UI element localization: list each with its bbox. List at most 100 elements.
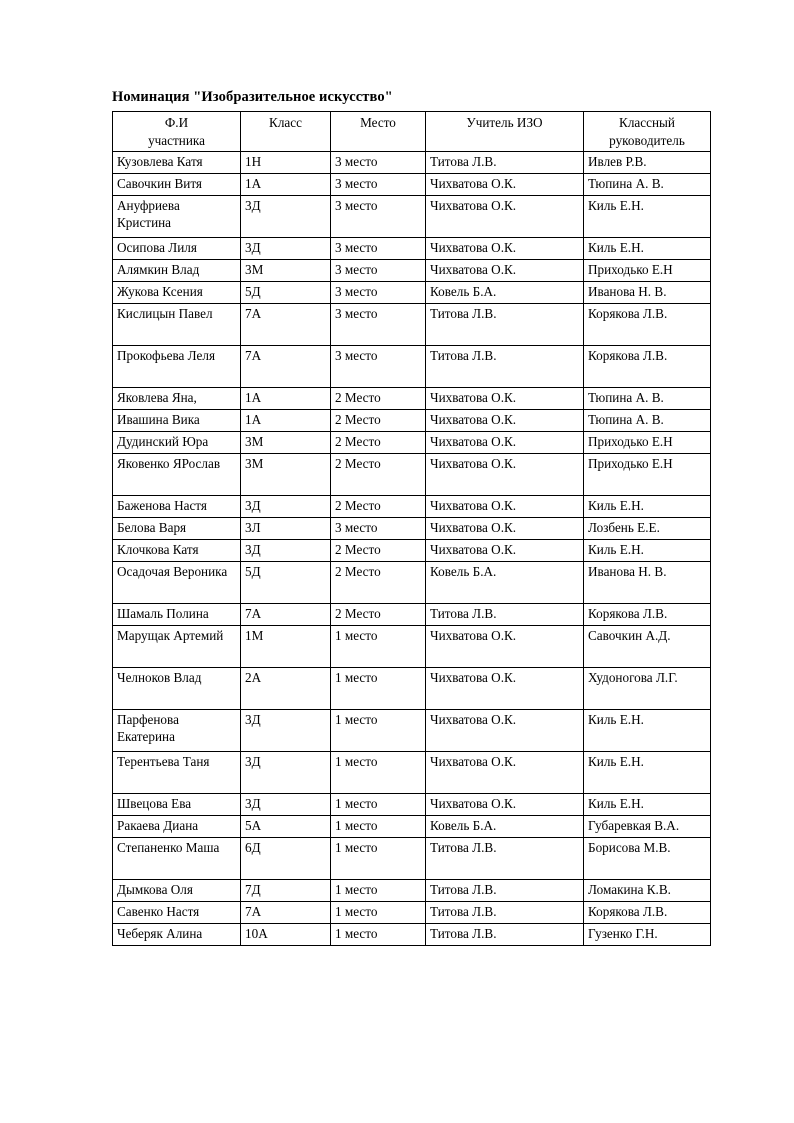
column-header-label: Учитель ИЗО (466, 115, 543, 131)
table-row: Чеберяк Алина 10А 1 место Титова Л.В. Гузенк… (112, 922, 711, 946)
table-body: Кузовлева Катя 1Н 3 место Титова Л.В. Ивлев … (112, 150, 711, 946)
table-row: Клочкова Катя 3Д 2 Место Чихватова О.К. Киль… (112, 538, 711, 562)
cell-izo: Титова Л.В. (425, 302, 584, 346)
table-row: Дымкова Оля 7Д 1 место Титова Л.В. Ломакина … (112, 878, 711, 902)
cell-hr: Киль Е.Н. (583, 750, 711, 794)
cell-izo: Чихватова О.К. (425, 408, 584, 432)
cell-izo: Титова Л.В. (425, 900, 584, 924)
cell-place: 1 место (330, 750, 426, 794)
cell-class: 3Д (240, 236, 331, 260)
cell-izo: Чихватова О.К. (425, 386, 584, 410)
cell-izo: Чихватова О.К. (425, 516, 584, 540)
cell-izo: Титова Л.В. (425, 878, 584, 902)
cell-izo: Чихватова О.К. (425, 430, 584, 454)
cell-hr: Ломакина К.В. (583, 878, 711, 902)
document-body: Номинация "Изобразительное искусство" Ф.… (112, 88, 711, 946)
cell-hr: Лозбень Е.Е. (583, 516, 711, 540)
cell-hr: Тюпина А. В. (583, 172, 711, 196)
cell-name: Марущак Артемий (112, 624, 241, 668)
cell-class: 3Д (240, 538, 331, 562)
cell-name: Шамаль Полина (112, 602, 241, 626)
cell-place: 1 место (330, 666, 426, 710)
cell-name: Жукова Ксения (112, 280, 241, 304)
cell-name: Кузовлева Катя (112, 150, 241, 174)
cell-name: Дудинский Юра (112, 430, 241, 454)
cell-izo: Титова Л.В. (425, 602, 584, 626)
cell-class: 10А (240, 922, 331, 946)
cell-class: 1А (240, 386, 331, 410)
cell-place: 2 Место (330, 452, 426, 496)
cell-hr: Киль Е.Н. (583, 194, 711, 238)
cell-izo: Чихватова О.К. (425, 452, 584, 496)
cell-place: 1 место (330, 878, 426, 902)
cell-place: 3 место (330, 194, 426, 238)
cell-name: Белова Варя (112, 516, 241, 540)
table-row: Шамаль Полина 7А 2 Место Титова Л.В. Коряков… (112, 602, 711, 626)
cell-hr: Тюпина А. В. (583, 386, 711, 410)
cell-name: Дымкова Оля (112, 878, 241, 902)
cell-izo: Чихватова О.К. (425, 666, 584, 710)
cell-class: 7А (240, 344, 331, 388)
cell-name: Терентьева Таня (112, 750, 241, 794)
table-row: Терентьева Таня 3Д 1 место Чихватова О.К. Ки… (112, 750, 711, 794)
cell-place: 2 Место (330, 430, 426, 454)
cell-name: Ракаева Диана (112, 814, 241, 838)
cell-place: 2 Место (330, 386, 426, 410)
cell-class: 1М (240, 624, 331, 668)
cell-class: 1А (240, 408, 331, 432)
cell-hr: Ивлев Р.В. (583, 150, 711, 174)
cell-class: 2А (240, 666, 331, 710)
cell-class: 6Д (240, 836, 331, 880)
cell-name: Челноков Влад (112, 666, 241, 710)
cell-name: Осадочая Вероника (112, 560, 241, 604)
column-header-class: Класс (240, 111, 331, 152)
cell-place: 3 место (330, 150, 426, 174)
cell-class: 1Н (240, 150, 331, 174)
cell-hr: Губаревкая В.А. (583, 814, 711, 838)
cell-name: Степаненко Маша (112, 836, 241, 880)
table-row: Яковенко ЯРослав 3М 2 Место Чихватова О.К. П… (112, 452, 711, 496)
column-header-label: Место (360, 115, 396, 131)
table-row: Кислицын Павел 7А 3 место Титова Л.В. Коряко… (112, 302, 711, 346)
table-row: Дудинский Юра 3М 2 Место Чихватова О.К. Прих… (112, 430, 711, 454)
column-header-label-second-line: руководитель (609, 132, 685, 148)
cell-place: 3 место (330, 516, 426, 540)
cell-name: Яковенко ЯРослав (112, 452, 241, 496)
cell-class: 3Л (240, 516, 331, 540)
cell-izo: Ковель Б.А. (425, 280, 584, 304)
cell-name: Чеберяк Алина (112, 922, 241, 946)
cell-hr: Корякова Л.В. (583, 602, 711, 626)
cell-izo: Чихватова О.К. (425, 624, 584, 668)
table-row: Жукова Ксения 5Д 3 место Ковель Б.А. Иванова… (112, 280, 711, 304)
cell-class: 3М (240, 452, 331, 496)
table-row: Осипова Лиля 3Д 3 место Чихватова О.К. Киль … (112, 236, 711, 260)
cell-hr: Киль Е.Н. (583, 236, 711, 260)
cell-place: 1 место (330, 814, 426, 838)
column-header-label-second-line: участника (148, 132, 205, 148)
cell-izo: Чихватова О.К. (425, 194, 584, 238)
cell-place: 1 место (330, 836, 426, 880)
table-row: Марущак Артемий 1М 1 место Чихватова О.К. Са… (112, 624, 711, 668)
cell-place: 2 Место (330, 560, 426, 604)
cell-izo: Чихватова О.К. (425, 172, 584, 196)
cell-place: 3 место (330, 258, 426, 282)
cell-izo: Чихватова О.К. (425, 708, 584, 752)
cell-class: 3Д (240, 792, 331, 816)
cell-place: 1 место (330, 900, 426, 924)
column-header-hr: Классный руководитель (583, 111, 711, 152)
cell-hr: Гузенко Г.Н. (583, 922, 711, 946)
cell-hr: Киль Е.Н. (583, 708, 711, 752)
cell-hr: Иванова Н. В. (583, 280, 711, 304)
cell-place: 1 место (330, 708, 426, 752)
cell-place: 3 место (330, 172, 426, 196)
cell-hr: Приходько Е.Н (583, 430, 711, 454)
cell-izo: Ковель Б.А. (425, 560, 584, 604)
column-header-label: Ф.И (164, 115, 189, 131)
cell-hr: Киль Е.Н. (583, 494, 711, 518)
table-row: Алямкин Влад 3М 3 место Чихватова О.К. Прихо… (112, 258, 711, 282)
cell-izo: Ковель Б.А. (425, 814, 584, 838)
cell-place: 1 место (330, 792, 426, 816)
column-header-label: Классный (619, 115, 675, 131)
cell-name: Прокофьева Леля (112, 344, 241, 388)
cell-hr: Корякова Л.В. (583, 302, 711, 346)
